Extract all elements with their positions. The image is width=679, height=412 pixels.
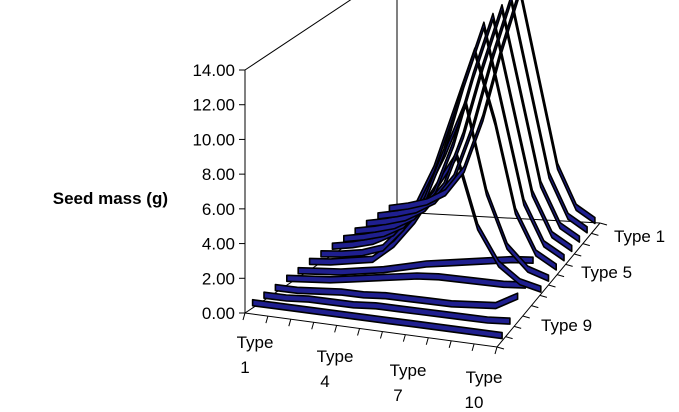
y-tick-label: 2.00	[202, 269, 235, 288]
x-tick-label: 10	[465, 393, 484, 412]
y-axis-title: Seed mass (g)	[53, 189, 168, 208]
depth-tick	[531, 305, 539, 309]
x-tick	[379, 331, 383, 339]
depth-axis: Type 1 Type 5 Type 9	[496, 222, 665, 350]
x-tick-label: Type	[237, 333, 274, 352]
x-tick	[448, 340, 452, 348]
depth-tick	[565, 263, 573, 267]
series-ribbon-10	[285, 272, 527, 289]
depth-tick	[591, 232, 599, 236]
x-tick	[425, 337, 429, 345]
depth-tick	[599, 222, 608, 226]
depth-tick-label: Type 9	[541, 316, 592, 335]
x-tick	[288, 319, 292, 327]
series-ribbon-1	[388, 0, 596, 225]
depth-tick	[539, 294, 548, 298]
y-tick-label: 10.00	[192, 130, 235, 149]
x-tick	[242, 312, 246, 321]
depth-tick	[505, 336, 513, 340]
y-tick-label: 0.00	[202, 304, 235, 323]
x-tick	[357, 328, 361, 336]
x-tick-label: 4	[320, 372, 329, 391]
x-axis: Type 1 Type 4 Type 7 Type 10	[237, 312, 503, 412]
series-ribbon-12	[263, 291, 511, 325]
y-tick-label: 12.00	[192, 96, 235, 115]
depth-tick	[548, 284, 556, 288]
depth-tick	[556, 274, 565, 278]
x-tick	[265, 315, 269, 324]
series-ribbon-2	[377, 0, 588, 234]
series-ribbon-4	[354, 12, 573, 253]
y-axis: 0.00 2.00 4.00 6.00 8.00 10.00 12.00 14.00	[192, 61, 245, 323]
depth-tick	[496, 346, 505, 350]
x-tick-label: Type	[317, 347, 354, 366]
x-tick	[334, 325, 338, 333]
x-tick	[402, 334, 406, 342]
ribbon-series	[251, 0, 596, 340]
depth-tick-label: Type 5	[581, 263, 632, 282]
x-tick-label: Type	[390, 361, 427, 380]
depth-tick	[582, 243, 590, 247]
depth-tick	[522, 315, 530, 319]
x-tick-label: 7	[393, 386, 402, 405]
depth-tick	[514, 325, 522, 329]
x-tick	[471, 343, 475, 352]
series-ribbon-13	[251, 298, 503, 340]
series-ribbon-11	[274, 283, 519, 310]
y-tick-label: 8.00	[202, 165, 235, 184]
x-tick	[494, 346, 498, 355]
depth-tick	[574, 253, 582, 257]
x-tick-label: 1	[240, 358, 249, 377]
y-tick-label: 14.00	[192, 61, 235, 80]
series-ribbon-9	[297, 255, 534, 276]
depth-tick-label: Type 1	[614, 227, 665, 246]
left-wall	[244, 0, 398, 314]
x-tick	[311, 322, 315, 330]
x-tick-label: Type	[466, 368, 503, 387]
y-tick-label: 6.00	[202, 200, 235, 219]
y-tick-label: 4.00	[202, 235, 235, 254]
